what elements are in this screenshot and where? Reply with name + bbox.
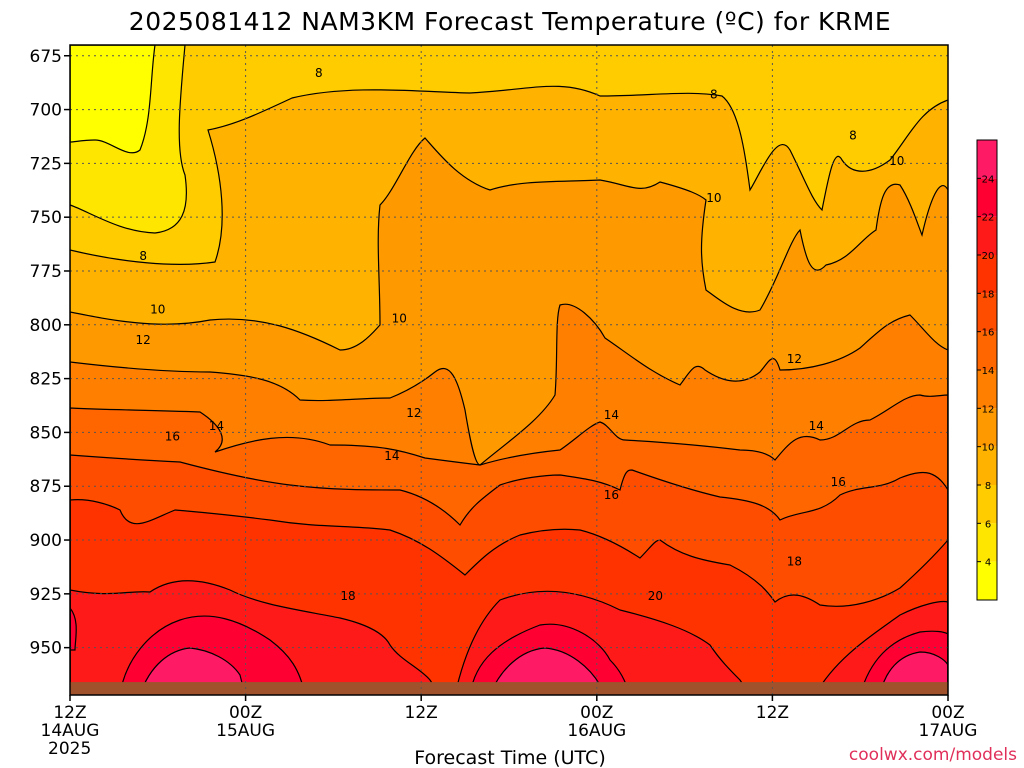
colorbar-tick-label: 6 — [985, 519, 991, 530]
colorbar-segment — [977, 293, 997, 332]
colorbar-tick-label: 12 — [982, 404, 995, 415]
contour-line — [70, 499, 948, 695]
y-tick-label: 825 — [30, 370, 62, 390]
contour-label: 16 — [165, 430, 180, 444]
contour-line — [70, 45, 156, 154]
contour-label: 18 — [787, 555, 802, 569]
contour-line — [70, 85, 948, 695]
colorbar-segment — [977, 485, 997, 524]
contour-label: 8 — [315, 66, 323, 80]
colorbar-tick-label: 4 — [985, 558, 991, 569]
x-tick-label: 00Z — [580, 703, 613, 723]
y-tick-label: 900 — [30, 531, 62, 551]
colorbar-tick-label: 8 — [985, 481, 991, 492]
colorbar: 4 6 8 10 12 14 16 18 20 22 24 — [976, 139, 998, 601]
colorbar-segment — [977, 408, 997, 447]
y-tick-label: 725 — [30, 154, 62, 174]
y-tick-label: 800 — [30, 316, 62, 336]
contour-label: 8 — [710, 88, 718, 102]
contour-label: 10 — [392, 311, 407, 325]
y-axis: 675 700 725 750 775 800 825 850 875 900 925 950 — [30, 47, 70, 659]
grid-lines — [70, 45, 948, 695]
x-tick-label: 00Z — [229, 703, 262, 723]
chart-title: 2025081412 NAM3KM Forecast Temperature (… — [129, 7, 891, 36]
x-tick-label: 12Z — [53, 703, 86, 723]
y-tick-label: 950 — [30, 639, 62, 659]
x-tick-year: 2025 — [48, 739, 91, 759]
x-tick-date: 16AUG — [567, 721, 626, 741]
contour-label: 18 — [340, 589, 355, 603]
x-axis-label: Forecast Time (UTC) — [414, 747, 605, 768]
colorbar-tick-label: 24 — [982, 174, 995, 185]
y-tick-label: 925 — [30, 585, 62, 605]
colorbar-tick-label: 22 — [982, 213, 995, 224]
contour-label: 12 — [787, 352, 802, 366]
contour-label: 10 — [150, 303, 165, 317]
contour-label: 20 — [648, 589, 663, 603]
contour-label: 10 — [706, 191, 721, 205]
colorbar-tick-label: 14 — [982, 366, 995, 377]
contour-label: 16 — [831, 475, 846, 489]
contour-line — [70, 394, 948, 695]
band-gt-24 — [140, 648, 948, 695]
plot-frame — [69, 44, 949, 696]
x-tick-date: 17AUG — [919, 721, 978, 741]
colorbar-segment — [977, 523, 997, 562]
colorbar-segment — [977, 255, 997, 294]
y-tick-label: 850 — [30, 423, 62, 443]
contour-labels: 8 8 8 10 10 8 10 10 12 12 12 14 14 14 16 14 16 16 18 18 20 — [136, 66, 905, 603]
colorbar-segment — [977, 561, 997, 600]
contour-lines — [70, 45, 948, 695]
colorbar-segment — [977, 178, 997, 217]
colorbar-tick-label: 18 — [982, 289, 995, 300]
contour-line — [70, 137, 948, 695]
colorbar-tick-label: 10 — [982, 443, 995, 454]
contour-label: 8 — [139, 249, 147, 263]
contour-label: 10 — [889, 154, 904, 168]
contour-line — [70, 454, 948, 695]
contour-label: 14 — [384, 449, 399, 463]
colorbar-segment — [977, 331, 997, 370]
contour-label: 14 — [604, 408, 619, 422]
contour-label: 12 — [136, 333, 151, 347]
contour-line — [70, 303, 948, 695]
temperature-bands — [70, 45, 948, 695]
y-tick-label: 675 — [30, 47, 62, 67]
colorbar-segment — [977, 216, 997, 255]
contour-label: 14 — [209, 419, 224, 433]
colorbar-segment — [977, 370, 997, 409]
x-tick-date: 15AUG — [216, 721, 275, 741]
x-tick-label: 00Z — [931, 703, 964, 723]
y-tick-label: 700 — [30, 101, 62, 121]
terrain-fill — [70, 682, 948, 695]
x-tick-label: 12Z — [756, 703, 789, 723]
colorbar-segment — [977, 446, 997, 485]
contour-label: 12 — [406, 406, 421, 420]
x-tick-date: 14AUG — [41, 721, 100, 741]
y-tick-label: 875 — [30, 477, 62, 497]
contour-line — [70, 45, 187, 234]
band-22-24 — [70, 608, 948, 695]
contour-line — [70, 580, 948, 695]
contour-label: 8 — [849, 128, 857, 142]
x-tick-label: 12Z — [405, 703, 438, 723]
credit-text: coolwx.com/models — [849, 745, 1017, 765]
contour-label: 16 — [604, 488, 619, 502]
contour-label: 14 — [809, 419, 824, 433]
y-tick-label: 775 — [30, 262, 62, 282]
colorbar-tick-label: 16 — [982, 328, 995, 339]
y-tick-label: 750 — [30, 208, 62, 228]
colorbar-segment — [977, 140, 997, 179]
contour-line — [70, 607, 948, 695]
colorbar-tick-label: 20 — [982, 251, 995, 262]
band-lt-4 — [70, 45, 155, 153]
